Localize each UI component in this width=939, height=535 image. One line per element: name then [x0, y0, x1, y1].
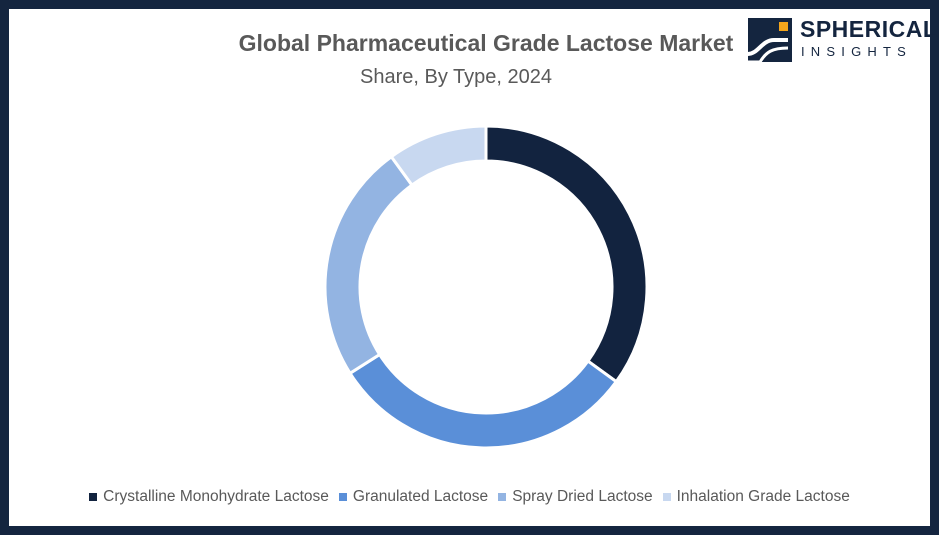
legend-swatch	[498, 493, 507, 501]
legend-item: Crystalline Monohydrate Lactose	[89, 488, 329, 506]
legend-label: Granulated Lactose	[352, 488, 489, 505]
spherical-insights-logo-icon	[748, 18, 792, 62]
donut-slice-spray-dried-lactose	[323, 154, 415, 376]
legend-swatch	[338, 493, 347, 501]
chart-title: Global Pharmaceutical Grade Lactose Mark…	[238, 30, 734, 56]
donut-slice-granulated-lactose	[347, 352, 619, 450]
legend-label: Inhalation Grade Lactose	[676, 488, 850, 505]
logo-wordmark-primary: SPHERICAL	[800, 16, 938, 42]
chart-legend: Crystalline Monohydrate Lactose Granulate…	[0, 488, 939, 506]
legend-item: Inhalation Grade Lactose	[662, 488, 850, 506]
legend-label: Crystalline Monohydrate Lactose	[103, 488, 329, 505]
donut-slice-crystalline-monohydrate-lactose	[484, 124, 649, 384]
legend-label: Spray Dried Lactose	[512, 488, 653, 505]
donut-slice-inhalation-grade-lactose	[389, 124, 488, 188]
legend-swatch	[89, 493, 98, 501]
chart-subtitle: Share, By Type, 2024	[360, 66, 552, 88]
legend-item: Granulated Lactose	[338, 488, 489, 506]
logo-wordmark-secondary: INSIGHTS	[801, 44, 912, 59]
brand-logo: SPHERICAL INSIGHTS	[748, 16, 937, 64]
legend-item: Spray Dried Lactose	[498, 488, 653, 506]
legend-swatch	[662, 493, 671, 501]
